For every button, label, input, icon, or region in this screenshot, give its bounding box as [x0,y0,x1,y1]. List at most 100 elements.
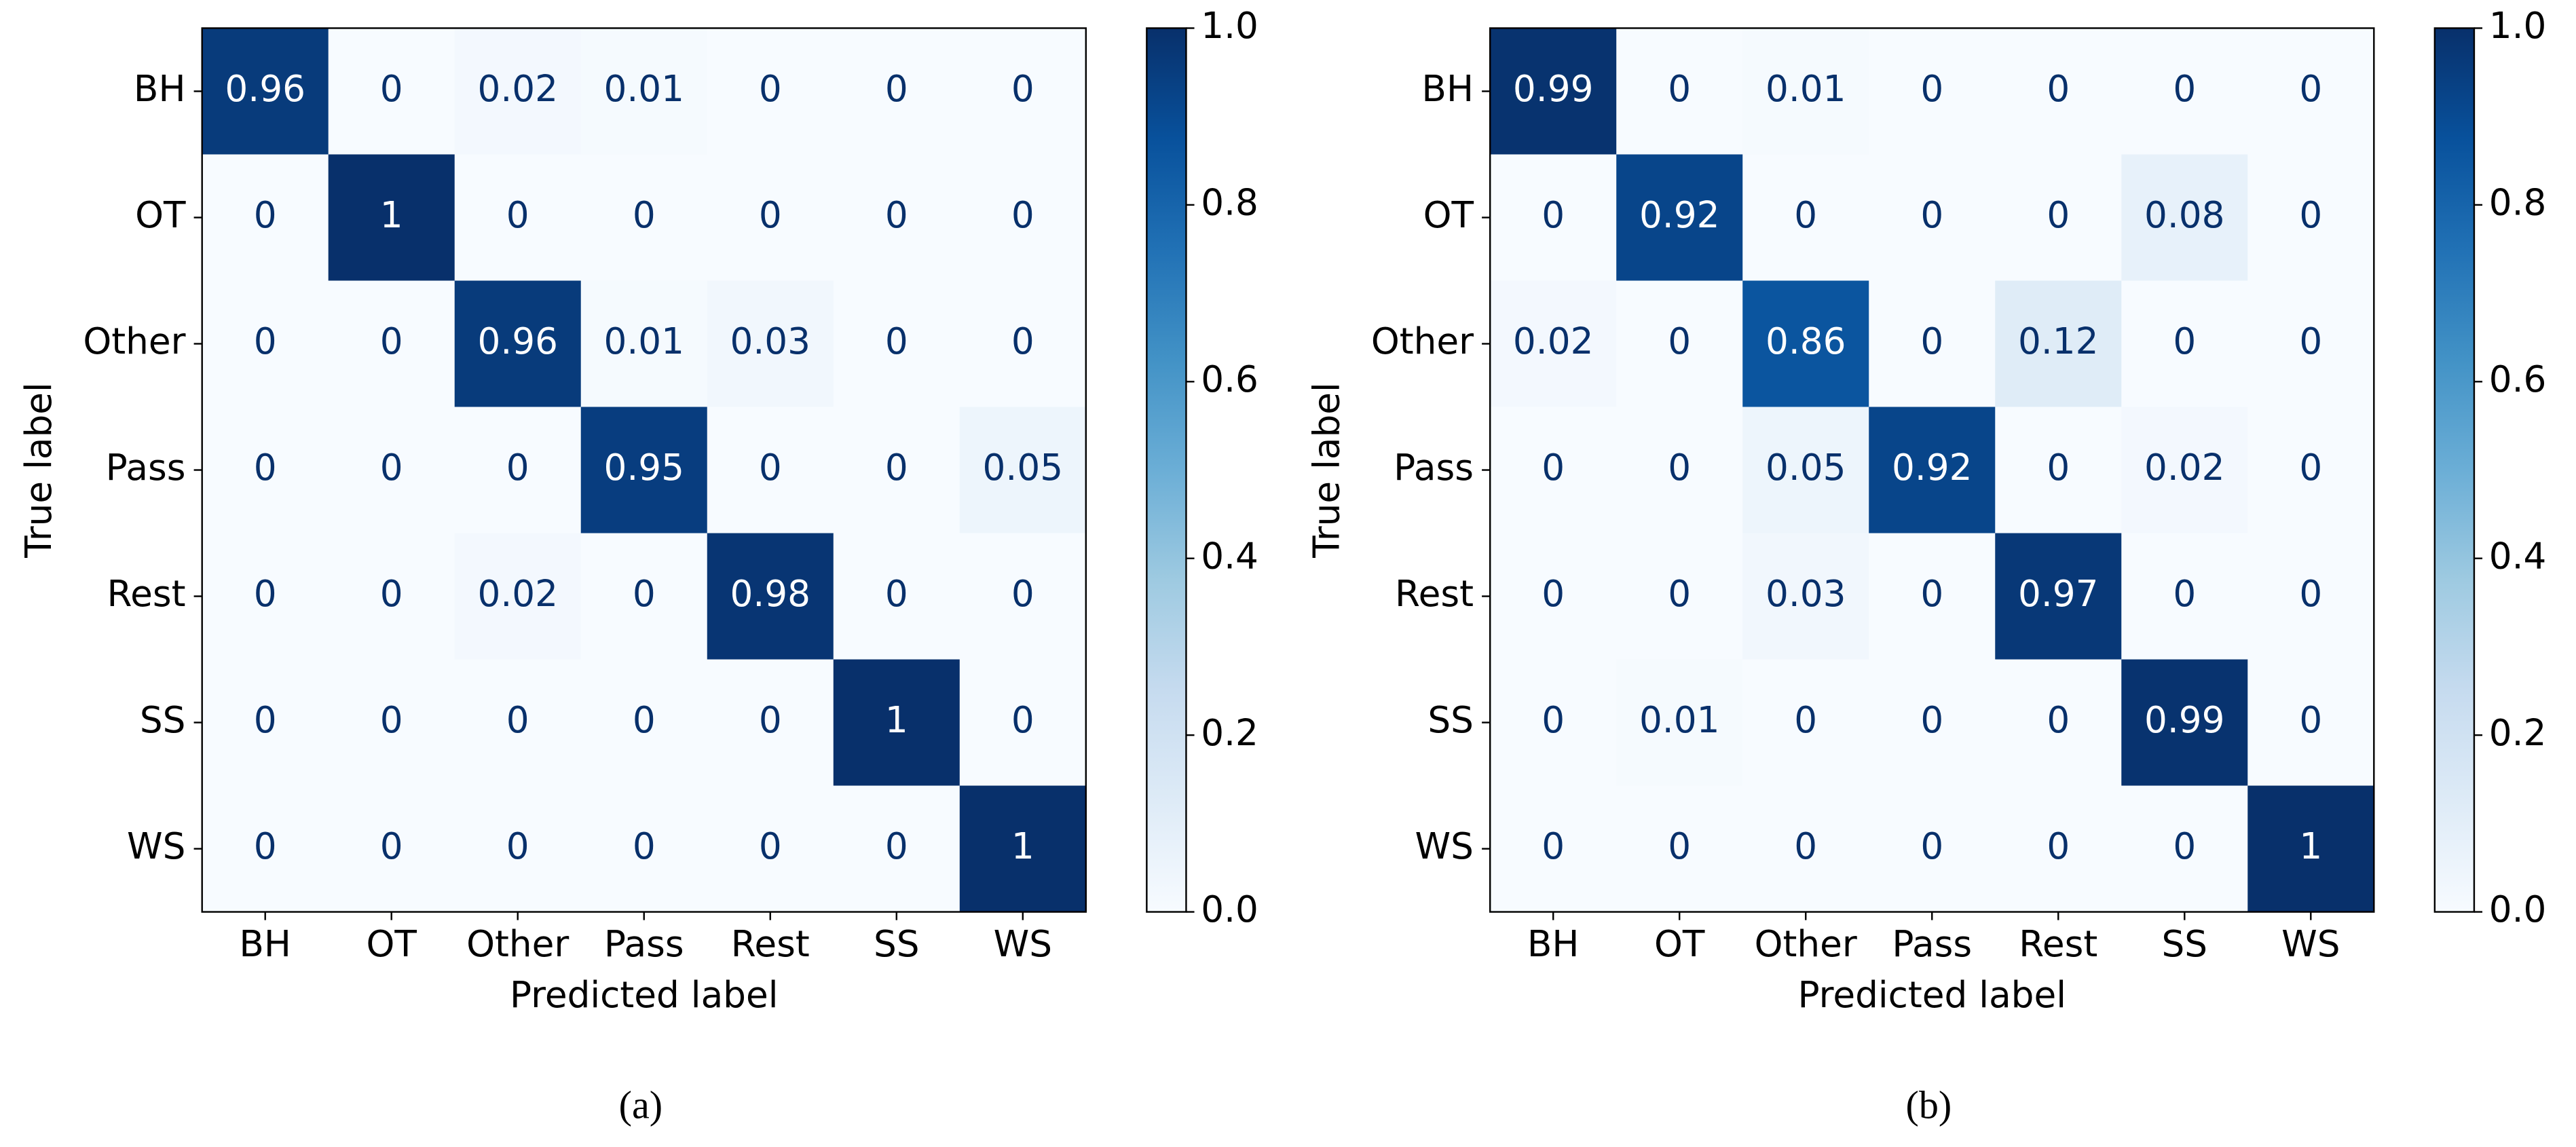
x-tick-label: Other [1755,923,1857,965]
x-tick-label: Pass [604,923,684,965]
heatmap-cell [1742,28,1869,155]
heatmap-cell [1742,533,1869,660]
heatmap-cell [1616,407,1743,534]
heatmap-cell [707,533,834,660]
x-tick-label: BH [239,923,291,965]
panel-caption: (b) [1906,1083,1952,1127]
cell-label: 0.96 [477,320,558,362]
cell-label: 0 [1794,194,1817,236]
cell-label: 0.99 [1513,68,1594,110]
y-tick-label: Other [83,320,185,362]
heatmap-cell [1995,28,2122,155]
cell-label: 1 [885,699,908,741]
heatmap-cell [1995,533,2122,660]
heatmap-cell [1742,659,1869,787]
cell-label: 0 [633,825,656,867]
heatmap-cell [1869,154,1996,282]
heatmap-cell [707,154,834,282]
cell-label: 0 [1011,699,1034,741]
heatmap-cell [580,154,708,282]
colorbar-tick-label: 0.0 [1201,888,1258,930]
cell-label: 0 [2047,68,2070,110]
cell-label: 1 [1011,825,1034,867]
colorbar-tick-label: 1.0 [1201,5,1258,47]
heatmap-cell [580,785,708,913]
x-tick-label: OT [1654,923,1705,965]
heatmap-cell [2121,407,2249,534]
x-tick-label: SS [2161,923,2207,965]
cell-label: 0 [759,447,782,489]
heatmap-cell [202,154,329,282]
heatmap-cell [580,659,708,787]
heatmap-cell [328,407,455,534]
heatmap-cell [1490,28,1617,155]
cell-label: 0 [254,573,277,615]
cell-label: 0 [254,699,277,741]
x-tick-label: Other [466,923,569,965]
heatmap-cell [1995,407,2122,534]
heatmap-cell [1616,785,1743,913]
heatmap-cell [328,154,455,282]
x-axis-label: Predicted label [1797,974,2066,1016]
heatmap-cell [1490,154,1617,282]
cell-label: 0 [2299,320,2322,362]
cell-label: 0 [1920,573,1943,615]
cell-label: 0 [2299,699,2322,741]
heatmap-cell [580,280,708,408]
heatmap-cell [202,28,329,155]
cell-label: 0.99 [2144,699,2225,741]
cell-label: 0 [2299,573,2322,615]
cell-label: 0 [2047,447,2070,489]
heatmap-cell [454,407,582,534]
heatmap-cell [959,407,1087,534]
colorbar-tick-label: 0.8 [1201,182,1258,224]
cell-label: 0 [2299,68,2322,110]
cell-label: 0 [380,320,403,362]
heatmap-cell [1616,154,1743,282]
heatmap-cell [1869,407,1996,534]
cell-label: 0 [380,699,403,741]
cell-label: 0.05 [983,447,1064,489]
cell-label: 0 [633,699,656,741]
cell-label: 0 [2173,68,2196,110]
y-axis-label: True label [18,382,60,559]
heatmap-cell [1869,533,1996,660]
y-tick-label: Rest [107,573,186,615]
cell-label: 0.01 [1766,68,1846,110]
heatmap-cell [454,280,582,408]
cell-label: 0 [2047,825,2070,867]
heatmap-cell [2121,154,2249,282]
colorbar [1146,27,1187,913]
heatmap-cell [454,659,582,787]
heatmap-cell [1995,785,2122,913]
heatmap-cell [959,28,1087,155]
heatmap-cell [328,533,455,660]
x-tick-label: BH [1527,923,1580,965]
cell-label: 0 [1920,68,1943,110]
cell-label: 0 [1668,68,1691,110]
heatmap-cell [2121,785,2249,913]
y-tick-label: Rest [1395,573,1474,615]
heatmap-cell [1742,407,1869,534]
cell-label: 0 [254,320,277,362]
cell-label: 0 [1011,320,1034,362]
cell-label: 0 [2299,194,2322,236]
y-tick-label: Other [1371,320,1474,362]
cell-label: 0 [506,447,529,489]
colorbar-tick-label: 0.0 [2489,888,2547,930]
cell-label: 0 [506,699,529,741]
colorbar-tick-label: 1.0 [2489,5,2547,47]
y-tick-label: Pass [106,447,186,489]
colorbar-tick-label: 0.4 [1201,535,1258,577]
cell-label: 0 [254,447,277,489]
heatmap-cell [454,154,582,282]
cell-label: 0.01 [1639,699,1720,741]
cell-label: 0 [885,68,908,110]
cell-label: 0 [254,825,277,867]
cell-label: 0.98 [730,573,811,615]
cell-label: 0.92 [1639,194,1720,236]
cell-label: 0.01 [603,68,684,110]
cell-label: 0.02 [477,573,558,615]
heatmap-cell [328,28,455,155]
heatmap-cell [2247,533,2375,660]
